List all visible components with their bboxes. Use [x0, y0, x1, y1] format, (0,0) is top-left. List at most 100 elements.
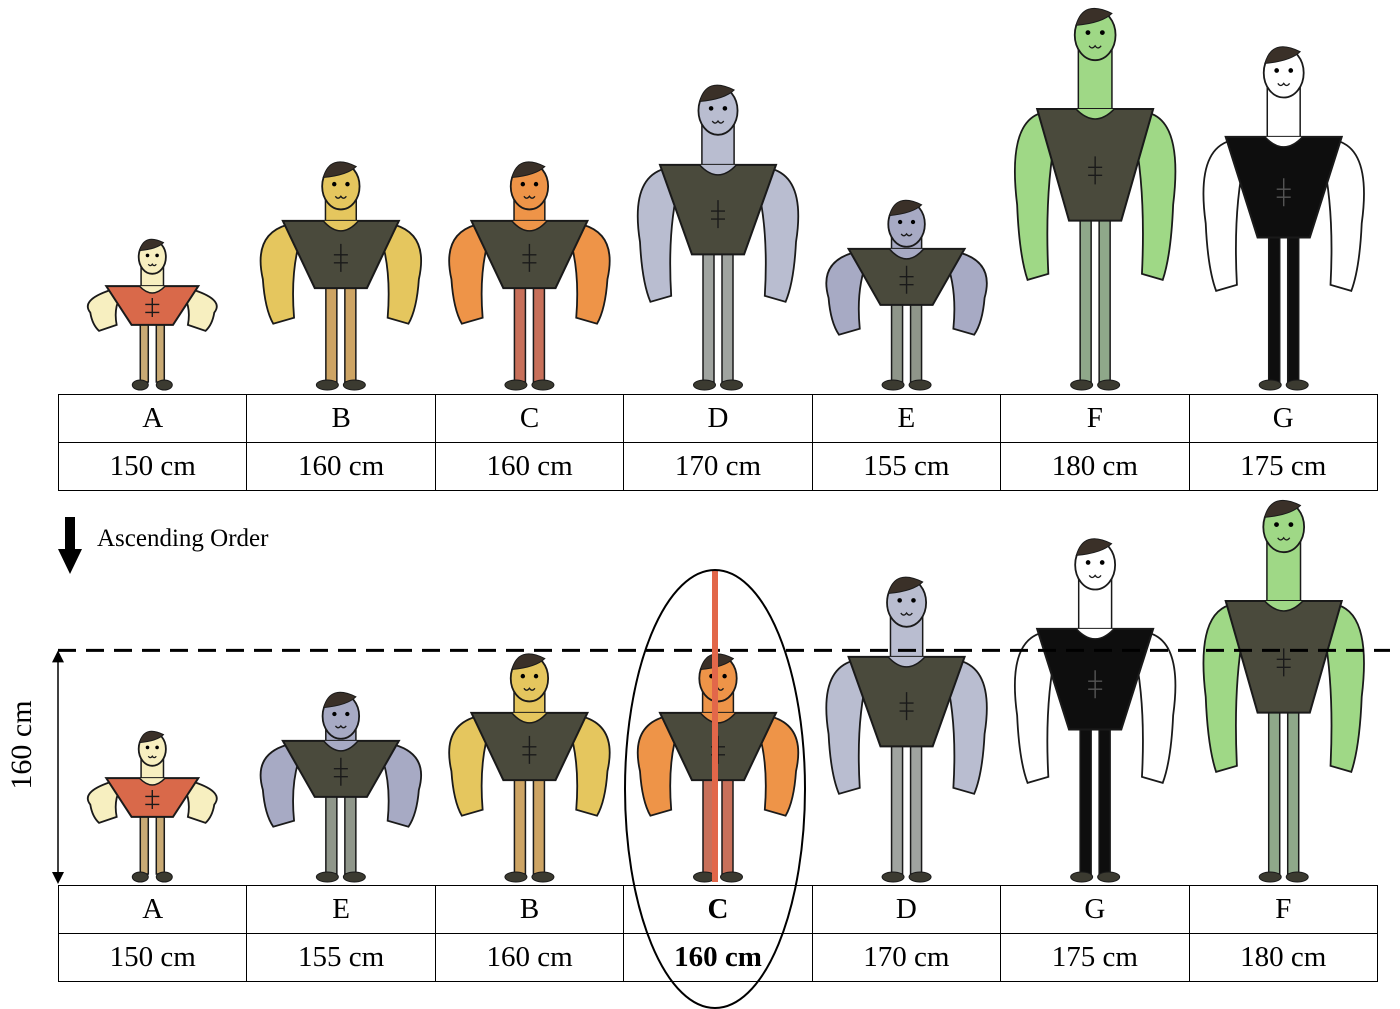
right-arm: [378, 223, 423, 325]
collar: [511, 712, 548, 724]
bottom-label-cell: B: [434, 885, 625, 934]
character-figure-a: [86, 238, 218, 391]
left-shoe: [1258, 379, 1282, 391]
right-leg: [909, 302, 923, 383]
left-leg: [513, 777, 527, 875]
eye: [1274, 68, 1280, 73]
left-arm: [259, 743, 304, 828]
abs-mark: [145, 789, 160, 809]
right-leg: [532, 285, 546, 383]
abs-mark: [522, 243, 537, 272]
ascending-order-label: Ascending Order: [97, 525, 269, 552]
eye: [332, 181, 337, 187]
mouth: [900, 232, 913, 237]
left-arm: [1202, 603, 1246, 773]
bottom-height-cell: 180 cm: [1188, 933, 1379, 982]
eye: [1288, 68, 1294, 73]
right-leg: [909, 743, 923, 875]
collar: [511, 220, 548, 232]
eye: [1085, 560, 1091, 565]
bottom-height-cell: 150 cm: [57, 933, 248, 982]
left-leg: [1079, 217, 1092, 383]
sorted-height-table: A E B C D G F 150 cm 155 cm 160 cm 160 c…: [57, 885, 1379, 982]
collar: [1075, 628, 1115, 640]
hair: [888, 199, 923, 217]
bottom-label-cell: A: [57, 885, 248, 934]
eye: [345, 711, 350, 717]
eye: [897, 598, 902, 603]
eye: [910, 219, 916, 225]
eye: [533, 673, 539, 679]
bottom-height-cell: 160 cm: [434, 933, 625, 982]
height-arrow-top-head: [52, 650, 64, 663]
character-figure-e: [825, 199, 988, 391]
right-shoe: [1285, 379, 1309, 391]
collar: [887, 656, 926, 668]
left-shoe: [131, 379, 149, 391]
character-figure-b: [259, 161, 423, 391]
hair: [511, 653, 546, 671]
top-label-cell: A: [57, 394, 248, 443]
eye: [1085, 30, 1091, 35]
eye: [520, 181, 526, 187]
eye: [897, 219, 903, 225]
right-shoe: [1097, 379, 1121, 391]
eye: [1288, 522, 1294, 527]
top-height-cell: 160 cm: [434, 442, 625, 491]
hair: [887, 576, 924, 595]
hair: [322, 691, 357, 709]
left-shoe: [881, 871, 905, 883]
left-shoe: [1070, 379, 1094, 391]
eye: [155, 253, 159, 258]
left-leg: [1267, 234, 1281, 383]
collar: [1264, 136, 1304, 148]
median-height-axis-text: 160 cm: [5, 700, 38, 790]
right-leg: [532, 777, 546, 875]
left-shoe: [1070, 871, 1094, 883]
hair: [138, 238, 165, 252]
eye: [1099, 560, 1105, 565]
sorted-figure-a: [86, 730, 218, 883]
top-height-cell: 170 cm: [623, 442, 813, 491]
right-leg: [1286, 709, 1300, 875]
left-arm: [636, 715, 681, 817]
right-shoe: [1285, 871, 1309, 883]
bottom-height-cell: 170 cm: [811, 933, 1002, 982]
top-label-cell: C: [434, 394, 625, 443]
right-leg: [721, 251, 734, 383]
down-arrow-head: [58, 549, 82, 574]
left-shoe: [504, 871, 528, 883]
right-arm: [1321, 603, 1365, 773]
mouth: [147, 755, 157, 759]
sorted-figure-e: [259, 691, 423, 883]
eye: [533, 181, 539, 187]
left-arm: [259, 223, 304, 325]
right-shoe: [908, 379, 932, 391]
left-leg: [325, 794, 338, 875]
right-leg: [155, 814, 166, 875]
right-leg: [1098, 217, 1111, 383]
top-height-cell: 150 cm: [57, 442, 248, 491]
median-label-cell: C: [623, 885, 813, 934]
top-label-cell: G: [1188, 394, 1379, 443]
right-leg: [1286, 234, 1300, 383]
right-shoe: [342, 871, 366, 883]
eye: [145, 253, 150, 258]
hair: [1264, 46, 1302, 64]
left-arm: [448, 715, 492, 817]
abs-mark: [711, 200, 725, 229]
hair: [322, 161, 358, 179]
bottom-label-cell: D: [811, 885, 1002, 934]
mouth: [900, 611, 913, 616]
right-leg: [155, 322, 166, 383]
eye: [722, 673, 727, 679]
sorted-figure-d: [825, 576, 988, 883]
right-arm: [1132, 631, 1177, 784]
mouth: [523, 195, 536, 199]
top-height-cell: 175 cm: [1188, 442, 1379, 491]
abs-mark: [1276, 178, 1291, 207]
bottom-height-cell: 155 cm: [246, 933, 436, 982]
eye: [332, 711, 337, 717]
